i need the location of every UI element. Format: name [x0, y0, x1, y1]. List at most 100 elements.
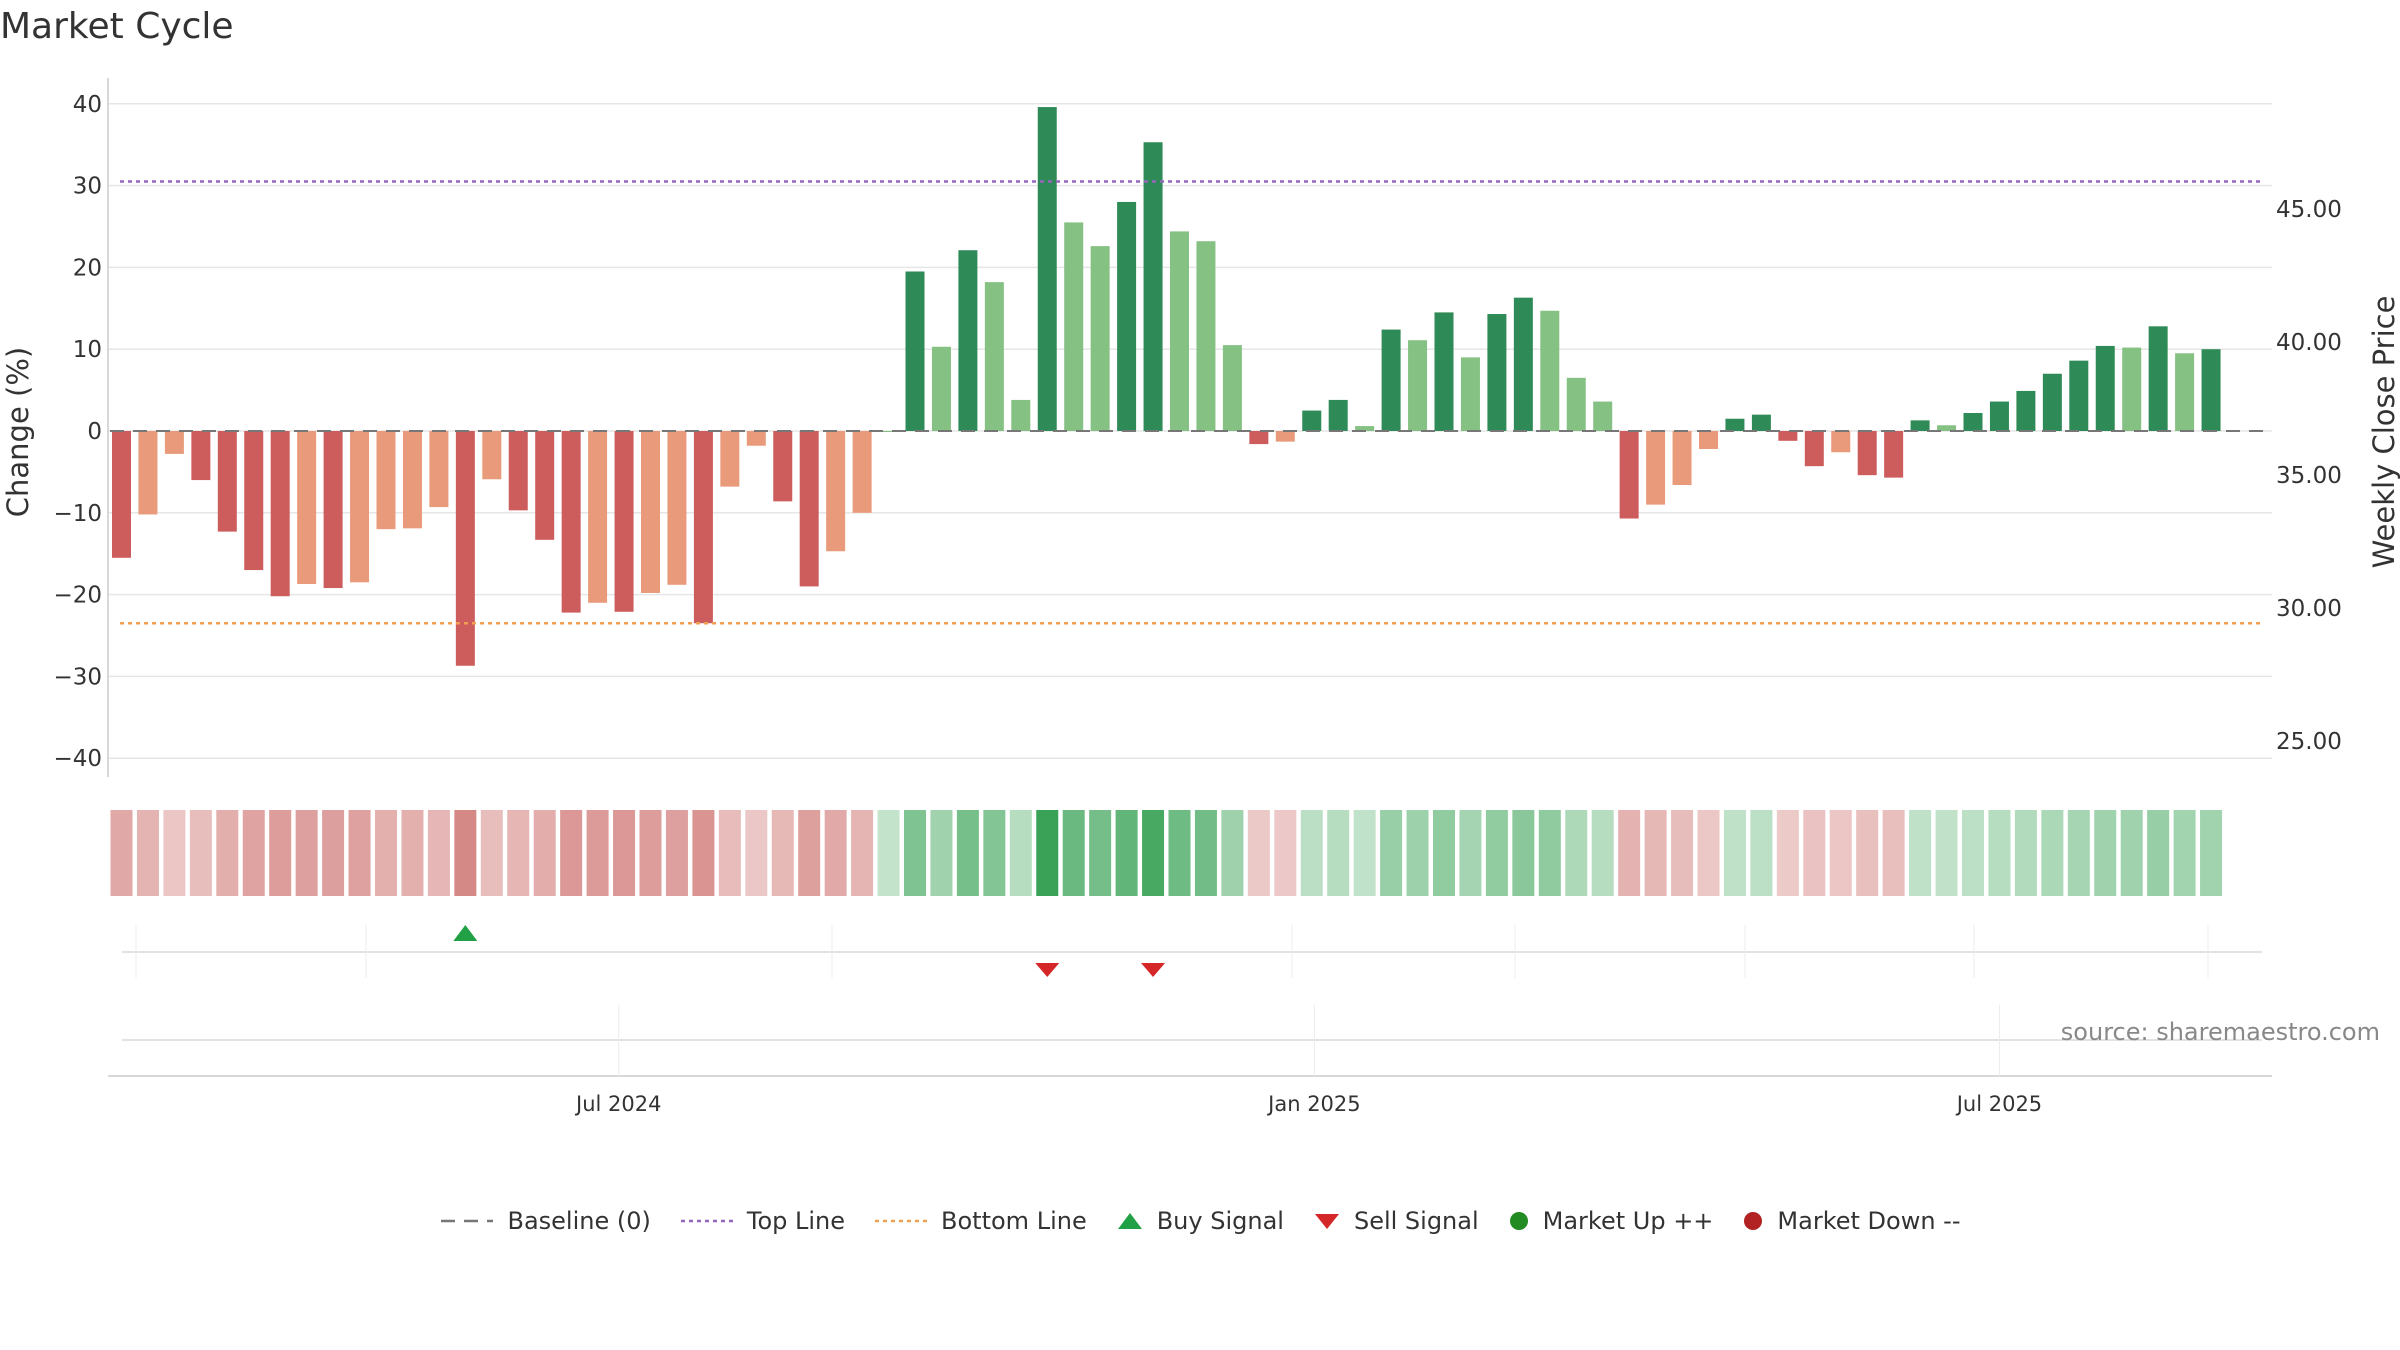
y2-tick-label: 30.00	[2276, 596, 2342, 622]
legend-market-down-label: Market Down --	[1777, 1207, 1961, 1235]
heat-cell	[1776, 810, 1799, 896]
bar	[693, 431, 713, 624]
dash-line-icon	[441, 1219, 494, 1223]
bar	[561, 431, 581, 613]
x-tick-label: Jul 2025	[1955, 1092, 2042, 1116]
heat-cell	[348, 810, 371, 896]
bar	[1751, 414, 1771, 431]
bar	[1566, 377, 1586, 431]
heat-cell	[930, 810, 953, 896]
bar	[1117, 201, 1137, 431]
date-axis: Jul 2024 Jan 2025 Jul 2025	[574, 1005, 2042, 1116]
y-tick-label: −10	[53, 501, 102, 527]
triangle-down-icon	[1314, 1214, 1339, 1229]
heat-cell	[2120, 810, 2143, 896]
source-note: source: sharemaestro.com	[2061, 1018, 2380, 1046]
heat-cell	[136, 810, 159, 896]
y-tick-label: −40	[53, 746, 102, 772]
bar	[402, 431, 422, 529]
bar	[1884, 431, 1904, 478]
heat-cell	[507, 810, 530, 896]
bar	[1646, 431, 1666, 505]
dotted-line-icon	[875, 1219, 928, 1223]
y-tick-label: 10	[73, 337, 102, 363]
heat-cell	[2200, 810, 2223, 896]
heat-cell	[216, 810, 239, 896]
bar	[958, 250, 978, 431]
bar	[2042, 373, 2062, 431]
legend-bottom-line[interactable]: Bottom Line	[873, 1207, 1087, 1235]
legend-buy-label: Buy Signal	[1156, 1207, 1284, 1235]
gridlines	[108, 103, 2272, 759]
heat-cell	[771, 810, 794, 896]
bar	[1989, 401, 2009, 431]
bar	[1355, 426, 1375, 431]
bar	[1196, 241, 1216, 431]
bar	[1249, 431, 1269, 445]
axes: 40 30 20 10 0 −10 −20 −30 −40 45.00 40.00 35.00 30.0…	[53, 78, 2342, 1077]
heat-cell	[1750, 810, 1773, 896]
heat-cell	[983, 810, 1006, 896]
bar	[1672, 431, 1692, 485]
bar	[112, 431, 131, 558]
bar	[1460, 357, 1480, 431]
dotted-line-icon	[680, 1219, 733, 1223]
legend-market-up-label: Market Up ++	[1542, 1207, 1714, 1235]
bar	[879, 431, 899, 432]
heat-cell	[1644, 810, 1667, 896]
bar	[773, 431, 793, 502]
heat-cell	[2041, 810, 2064, 896]
sell-signal-marker	[1035, 963, 1060, 977]
bar	[667, 431, 687, 585]
legend-baseline[interactable]: Baseline (0)	[439, 1207, 651, 1235]
heat-cell	[480, 810, 503, 896]
bar	[1275, 431, 1295, 442]
bar	[2016, 390, 2036, 431]
bar	[2148, 326, 2168, 431]
y-tick-label: 0	[87, 419, 102, 445]
bar	[1408, 340, 1428, 431]
heat-cell	[1671, 810, 1694, 896]
y2-tick-label: 35.00	[2276, 463, 2342, 489]
bar	[1513, 297, 1533, 431]
heat-cell	[1618, 810, 1641, 896]
heat-cell	[692, 810, 715, 896]
heat-cell	[1168, 810, 1191, 896]
heat-cell	[1935, 810, 1958, 896]
bar	[1064, 222, 1084, 431]
heat-cell	[1221, 810, 1244, 896]
y2-tick-label: 40.00	[2276, 330, 2342, 356]
bar	[1778, 431, 1798, 441]
bar	[482, 431, 502, 480]
legend-sell[interactable]: Sell Signal	[1312, 1207, 1479, 1235]
heat-cell	[560, 810, 583, 896]
bar	[720, 431, 740, 487]
bar	[1725, 418, 1745, 431]
y-tick-label: −30	[53, 664, 102, 690]
heat-cell	[718, 810, 741, 896]
heat-cell	[110, 810, 133, 896]
legend-baseline-label: Baseline (0)	[507, 1207, 651, 1235]
legend-market-up[interactable]: Market Up ++	[1507, 1207, 1714, 1235]
heat-cell	[1062, 810, 1085, 896]
bar	[799, 431, 819, 587]
bar	[931, 346, 951, 431]
heat-cell	[2147, 810, 2170, 896]
heat-cell	[242, 810, 265, 896]
heat-cell	[189, 810, 212, 896]
heat-cell	[2014, 810, 2037, 896]
heat-strip	[110, 810, 2223, 896]
heat-cell	[163, 810, 186, 896]
legend-market-down[interactable]: Market Down --	[1741, 1207, 1961, 1235]
bar	[138, 431, 158, 515]
legend-top-line[interactable]: Top Line	[679, 1207, 845, 1235]
bar	[1143, 142, 1163, 431]
heat-cell	[613, 810, 636, 896]
heat-cell	[1909, 810, 1932, 896]
heat-cell	[1327, 810, 1350, 896]
bar-series	[112, 107, 2221, 666]
bar	[1937, 425, 1957, 431]
bar	[1222, 345, 1242, 431]
legend-buy[interactable]: Buy Signal	[1115, 1207, 1284, 1235]
bar	[1302, 410, 1322, 431]
